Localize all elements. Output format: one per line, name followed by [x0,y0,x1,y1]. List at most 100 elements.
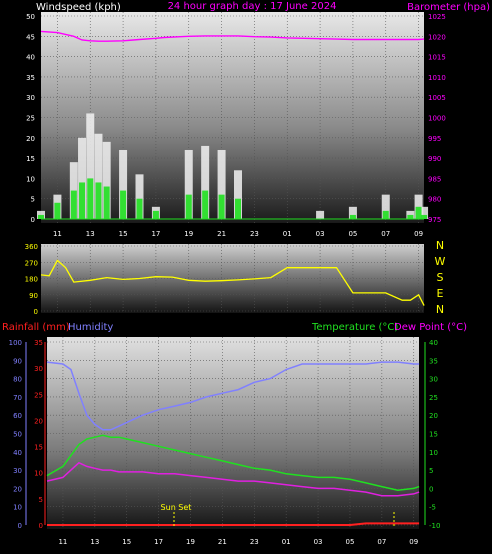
gust-bar [348,206,357,219]
rainfall-tick-label: 15 [34,444,43,452]
time-tick-label: 23 [250,230,259,238]
direction-panel-tick-labels: 0 90 180 270 360 [25,243,38,316]
average-wind-bar [152,210,159,219]
compass-north-top: N [436,239,444,252]
time-tick-label: 23 [250,538,259,546]
time-tick-label: 03 [314,538,323,546]
compass-west: W [435,255,446,268]
temperature-tick-label: 15 [429,431,438,439]
top-panel-marks [37,30,429,220]
barometer-line [40,30,425,42]
rainfall-tick-label: 20 [34,417,43,425]
humidity-tick-label: 90 [13,357,22,365]
temperature-tick-label: -5 [429,504,436,512]
direction-tick-label: 180 [25,276,38,284]
rainfall-tick-label: 5 [39,496,43,504]
temperature-tick-label: 40 [429,339,438,347]
humidity-tick-label: 80 [13,376,22,384]
humidity-tick-label: 70 [13,394,22,402]
bottom-panel-background [47,337,419,529]
barometer-tick-label: 1015 [428,54,446,62]
humidity-tick-label: 40 [13,449,22,457]
temperature-tick-label: 30 [429,376,438,384]
dew-point-line [46,461,420,497]
bottom-panel-marks [46,361,420,526]
gust-bar [102,141,111,219]
direction-tick-label: 360 [25,243,38,251]
average-wind-bar [407,214,414,219]
temperature-tick-label: 0 [429,485,433,493]
direction-panel-marks [40,259,425,306]
rainfall-tick-label: 25 [34,391,43,399]
average-wind-bar [120,190,127,219]
gust-bar [381,194,390,219]
time-tick-label: 21 [217,230,226,238]
barometer-tick-label: 975 [428,216,441,224]
windspeed-tick-label: 25 [26,115,35,123]
time-tick-label: 13 [90,538,99,546]
direction-tick-label: 0 [34,308,38,316]
time-tick-label: 11 [53,230,62,238]
time-tick-label: 05 [348,230,357,238]
barometer-tick-label: 1010 [428,74,446,82]
gust-bar [135,174,144,219]
humidity-tick-label: 30 [13,467,22,475]
average-wind-bar [421,214,428,219]
barometer-tick-label: 985 [428,175,441,183]
gust-bar [86,113,95,219]
time-tick-label: 05 [345,538,354,546]
temperature-tick-label: 10 [429,449,438,457]
humidity-axis-title: Humidity [68,322,113,333]
average-wind-bar [103,186,110,219]
average-wind-bar [415,206,422,219]
average-wind-bar [218,194,225,219]
humidity-tick-label: 20 [13,485,22,493]
gust-bar [217,149,226,219]
time-tick-label: 19 [184,230,193,238]
barometer-tick-label: 980 [428,196,441,204]
temperature-axis-title: Temperature (°C) [311,322,398,333]
time-tick-label: 01 [283,230,292,238]
time-tick-label: 11 [58,538,67,546]
gust-bar [119,149,128,219]
humidity-line [46,361,420,431]
average-wind-bar [136,198,143,219]
barometer-tick-label: 1025 [428,13,446,21]
average-wind-bar [185,194,192,219]
time-tick-label: 03 [316,230,325,238]
rainfall-axis-title: Rainfall (mm) [2,322,70,333]
humidity-tick-label: 60 [13,412,22,420]
rainfall-tick-label: 30 [34,365,43,373]
average-wind-bar [38,214,44,219]
windspeed-tick-label: 40 [26,54,35,62]
rainfall-line [47,522,420,526]
compass-east: E [437,287,444,300]
rainfall-tick-label: 0 [39,522,43,530]
humidity-tick-label: 100 [9,339,22,347]
top-panel-tick-labels: 0510152025303540455097598098599099510001… [26,13,446,238]
humidity-tick-label: 10 [13,504,22,512]
barometer-tick-label: 995 [428,135,441,143]
chart-title: 24 hour graph day : 17 June 2024 [168,1,337,12]
direction-tick-label: 270 [25,259,38,267]
humidity-tick-label: 0 [18,522,22,530]
compass-north-bottom: N [436,303,444,316]
time-tick-label: 15 [122,538,131,546]
gust-bar [78,137,87,219]
average-wind-bar [95,182,102,219]
time-tick-label: 13 [86,230,95,238]
average-wind-bar [382,210,389,219]
bottom-panel-tick-labels: -10-505101520253035400102030405060708090… [9,339,441,546]
time-tick-label: 17 [154,538,163,546]
average-wind-bar [202,190,209,219]
gust-bar [316,210,325,219]
time-tick-label: 15 [119,230,128,238]
temperature-tick-label: 25 [429,394,438,402]
wind-direction-line [40,259,425,306]
time-tick-label: 07 [381,230,390,238]
average-wind-bar [87,178,94,219]
windspeed-tick-label: 20 [26,135,35,143]
windspeed-tick-label: 15 [26,155,35,163]
barometer-tick-label: 990 [428,155,441,163]
